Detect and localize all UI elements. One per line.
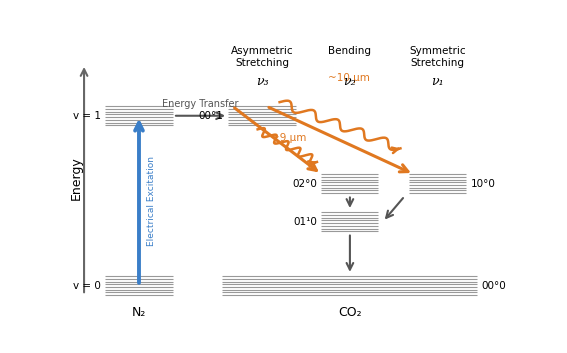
Text: 02°0: 02°0: [292, 179, 317, 189]
Text: ~10 μm: ~10 μm: [328, 73, 370, 83]
Text: Asymmetric
Stretching: Asymmetric Stretching: [231, 47, 293, 68]
Text: v = 1: v = 1: [73, 111, 100, 121]
Text: ν₃: ν₃: [256, 75, 268, 88]
Text: Energy Transfer: Energy Transfer: [162, 99, 239, 109]
Text: ν₁: ν₁: [431, 75, 444, 88]
Text: ν₂: ν₂: [344, 75, 356, 88]
Text: CO₂: CO₂: [338, 306, 362, 319]
Text: ~9 μm: ~9 μm: [271, 133, 306, 143]
Text: Symmetric
Stretching: Symmetric Stretching: [409, 47, 466, 68]
Text: Bending: Bending: [328, 47, 371, 56]
Text: Energy: Energy: [70, 156, 83, 200]
Text: 01¹0: 01¹0: [293, 217, 317, 227]
Text: 00°0: 00°0: [482, 281, 506, 291]
Text: N₂: N₂: [132, 306, 146, 319]
Text: 00°1: 00°1: [198, 111, 223, 121]
Text: 10°0: 10°0: [471, 179, 496, 189]
Text: Electrical Excitation: Electrical Excitation: [147, 156, 156, 246]
Text: v = 0: v = 0: [73, 281, 100, 291]
